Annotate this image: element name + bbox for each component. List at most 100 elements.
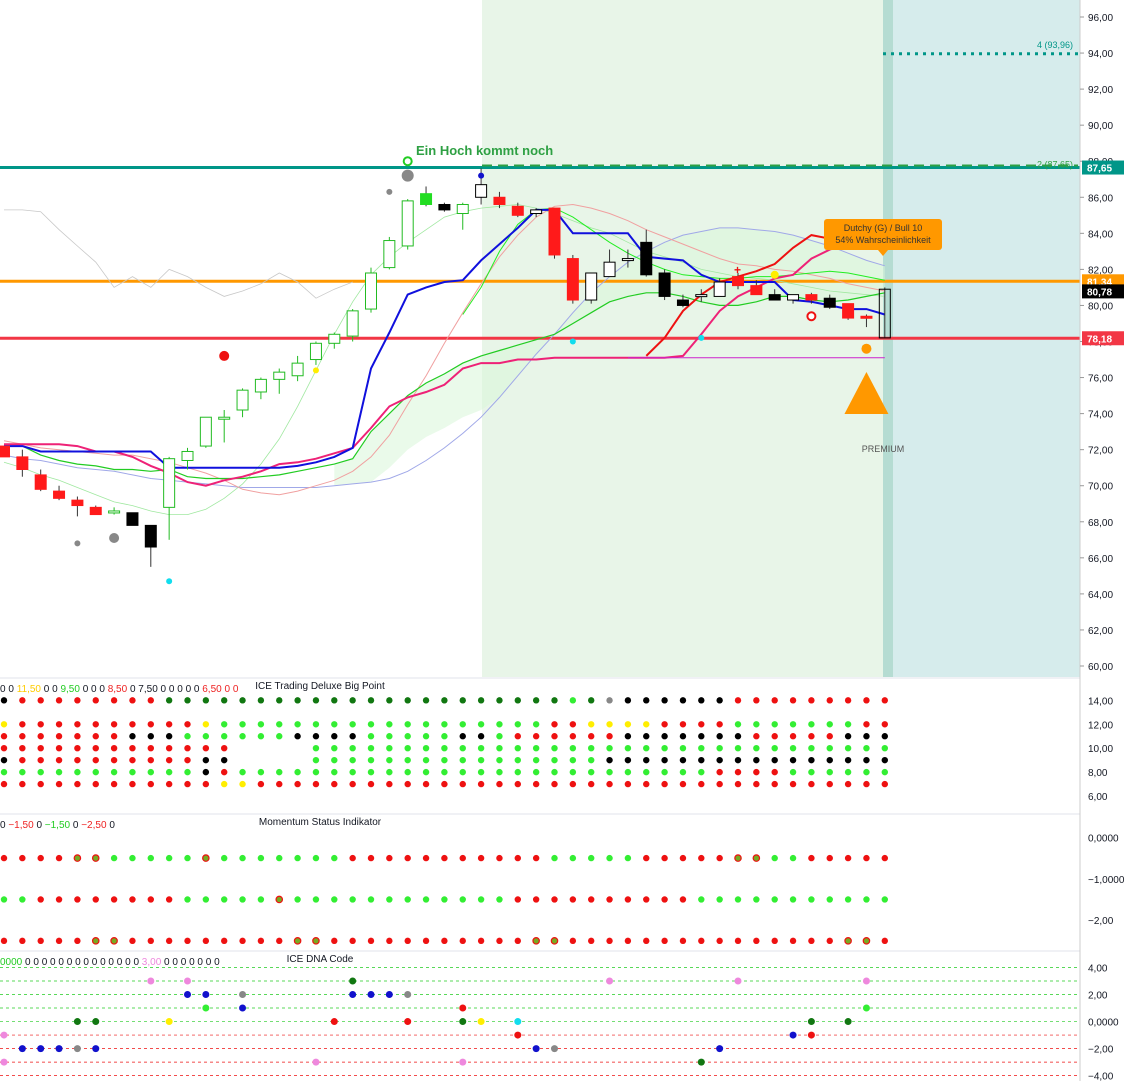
dna-dot [789, 1031, 797, 1039]
indicator-dot [0, 697, 8, 704]
indicator-dot [19, 896, 26, 903]
indicator-dot [753, 721, 760, 728]
price-label-1: 81,34 [1087, 277, 1112, 288]
indicator-dot [386, 937, 393, 945]
salmon-line [3, 203, 885, 496]
dna-dot [514, 1031, 522, 1039]
indicator-dot [881, 854, 888, 862]
indicator-dot [808, 768, 815, 776]
indicator-dot [110, 896, 118, 903]
indicator-dot [129, 854, 136, 862]
indicator-dot [844, 721, 852, 728]
candle-body-45 [823, 297, 836, 308]
indicator-dot [698, 780, 705, 788]
indicator-dot [551, 780, 558, 788]
indicator-dot [129, 937, 136, 945]
candle-body-0 [0, 445, 10, 458]
indicator-dot [808, 780, 815, 788]
dna-dot [385, 991, 393, 999]
indicator-dot [569, 744, 577, 752]
dna-dot [202, 991, 210, 999]
indicator-dot [606, 937, 613, 945]
indicator-dot [92, 896, 99, 903]
dna-dot [184, 991, 191, 999]
gray-marker-2 [74, 540, 81, 547]
indicator-dot [147, 721, 154, 728]
indicator-dot [698, 768, 705, 776]
indicator-dot [679, 721, 687, 728]
indicator-dot [514, 896, 521, 903]
indicator-dot [606, 896, 613, 903]
candle-body-24 [438, 203, 451, 211]
dna-dot [514, 1018, 522, 1026]
indicator-dot [294, 896, 301, 903]
indicator-dot [37, 721, 44, 728]
candle-body-47 [860, 315, 873, 319]
candle-body-5 [89, 506, 102, 516]
indicator-dot [753, 896, 760, 903]
indicator-dot [514, 854, 521, 862]
indicator-dot [0, 896, 8, 903]
indicator-dot [496, 937, 503, 945]
indicator-dot [459, 896, 466, 903]
indicator-dot [477, 756, 485, 764]
indicator-dot [386, 744, 393, 752]
indicator-dot [771, 768, 778, 776]
indicator-dot [808, 756, 815, 764]
indicator-dot [808, 854, 815, 862]
indicator-dot [863, 780, 870, 788]
indicator-dot [422, 768, 430, 776]
indicator-dot [477, 697, 485, 704]
indicator-dot [110, 697, 118, 704]
indicator-dot [753, 937, 760, 945]
indicator-dot [221, 854, 228, 862]
pane-header-value: −1,50 [8, 820, 36, 831]
indicator-dot [881, 697, 888, 704]
indicator-dot [881, 721, 888, 728]
indicator-dot [55, 768, 63, 776]
indicator-dot [771, 744, 778, 752]
indicator-dot [569, 937, 577, 945]
dna-dot [239, 991, 247, 999]
indicator-dot [698, 896, 705, 903]
axis-tick-label: 68,00 [1088, 518, 1113, 529]
dna-dot [18, 1045, 26, 1053]
indicator-dot [184, 733, 191, 740]
indicator-dot [808, 744, 815, 752]
indicator-dot [588, 768, 595, 776]
indicator-dot [221, 937, 228, 945]
dna-dot [165, 1018, 173, 1026]
indicator-dot [74, 768, 81, 776]
indicator-dot [716, 768, 723, 776]
candle-body-8 [144, 524, 157, 548]
pane-axis-label: 10,00 [1088, 744, 1113, 755]
indicator-dot [404, 697, 411, 704]
indicator-dot [257, 937, 265, 945]
indicator-dot [588, 854, 595, 862]
indicator-dot [74, 697, 81, 704]
indicator-dot [606, 733, 613, 740]
indicator-dot [789, 854, 797, 862]
indicator-dot [19, 768, 26, 776]
indicator-dot [606, 780, 613, 788]
candle-body-17 [309, 342, 322, 361]
indicator-dot [624, 721, 632, 728]
indicator-dot [771, 756, 778, 764]
indicator-dot [257, 854, 265, 862]
indicator-dot [496, 896, 503, 903]
dna-dot [716, 1045, 724, 1053]
indicator-dot [386, 896, 393, 903]
indicator-dot [698, 721, 705, 728]
indicator-dot [532, 756, 540, 764]
indicator-dot [293, 937, 302, 945]
indicator-dot [551, 768, 558, 776]
dna-dot [349, 991, 357, 999]
indicator-dot [532, 854, 540, 862]
indicator-dot [294, 854, 301, 862]
pane-axis-label: 12,00 [1088, 720, 1113, 731]
indicator-dot [789, 937, 797, 945]
indicator-dot [771, 896, 778, 903]
indicator-dot [422, 854, 430, 862]
indicator-dot [844, 733, 852, 740]
